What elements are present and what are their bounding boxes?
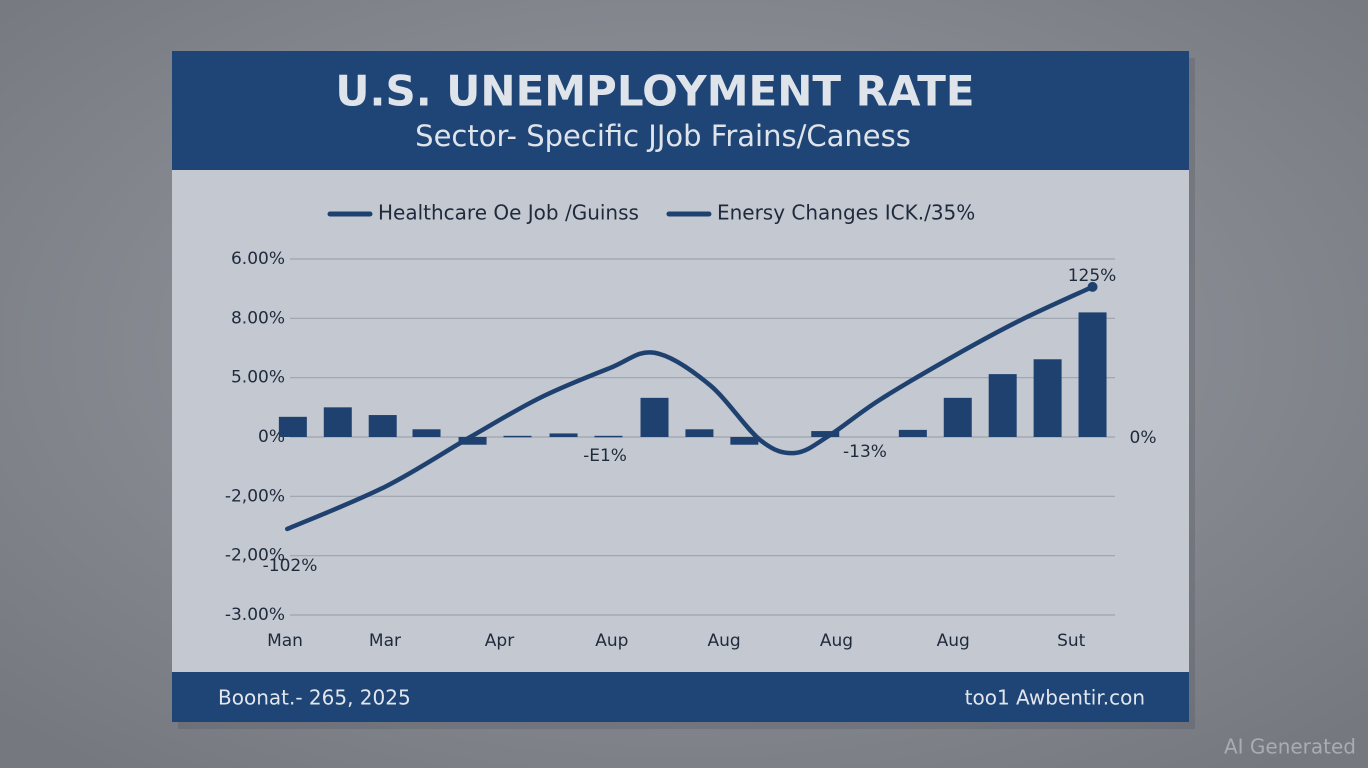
bar	[458, 437, 487, 445]
bar	[1033, 359, 1062, 437]
bar	[368, 415, 397, 437]
chart-title: U.S. UNEMPLOYMENT RATE	[335, 67, 974, 116]
bar	[988, 374, 1017, 437]
header-band	[172, 51, 1189, 170]
annotation: -102%	[263, 556, 318, 576]
annotation: -13%	[843, 442, 887, 462]
annotation: 0%	[1130, 428, 1157, 448]
chart-subtitle: Sector- Specific JJob Frains/Caness	[415, 119, 911, 153]
bar	[811, 431, 840, 437]
footer-right: too1 Awbentir.con	[965, 686, 1145, 710]
x-tick-label: Aup	[595, 631, 628, 651]
x-tick-label: Mar	[369, 631, 401, 651]
bar	[1078, 312, 1107, 437]
end-point	[1087, 281, 1098, 292]
x-tick-label: Apr	[485, 631, 514, 651]
bar	[549, 433, 578, 437]
bar	[503, 435, 532, 438]
x-tick-label: Aug	[937, 631, 970, 651]
bar	[685, 429, 714, 437]
footer-left: Boonat.- 265, 2025	[218, 686, 411, 710]
y-tick-label: -3.00%	[225, 605, 285, 625]
bar	[323, 407, 352, 437]
bar	[412, 429, 441, 437]
y-tick-label: 0%	[258, 427, 285, 447]
annotation: 125%	[1068, 266, 1117, 286]
bar	[943, 397, 972, 437]
watermark: AI Generated	[1224, 735, 1356, 759]
legend-label: Enersy Changes ICK./35%	[717, 201, 975, 225]
x-tick-label: Man	[267, 631, 303, 651]
bar	[730, 437, 759, 445]
x-tick-label: Aug	[708, 631, 741, 651]
x-tick-label: Aug	[820, 631, 853, 651]
x-tick-label: Sut	[1057, 631, 1086, 651]
y-tick-label: -2,00%	[225, 546, 285, 566]
y-tick-label: 8.00%	[231, 308, 285, 328]
legend-label: Healthcare Oe Job /Guinss	[378, 201, 639, 225]
y-tick-label: -2,00%	[225, 486, 285, 506]
annotation: -E1%	[583, 446, 627, 466]
y-tick-label: 5.00%	[231, 368, 285, 388]
bar	[594, 435, 623, 438]
y-tick-label: 6.00%	[231, 249, 285, 269]
bar	[898, 429, 927, 437]
bar	[640, 397, 669, 437]
bar	[278, 416, 307, 437]
footer-band	[172, 672, 1189, 722]
